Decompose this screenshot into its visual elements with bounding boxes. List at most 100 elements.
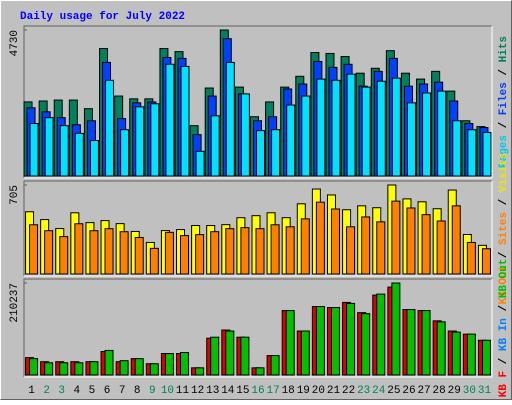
bar [240,93,250,177]
legend: KB F / KB In / KB Out [498,259,510,398]
bar [467,129,477,177]
legend-separator: / [498,192,510,212]
bar [300,330,310,376]
x-tick-label: 31 [478,385,492,397]
bar [301,95,311,177]
x-tick-label: 16 [251,385,264,397]
y-tick-label: 210237 [9,283,21,323]
x-tick-label: 19 [297,385,310,397]
bar [270,224,280,275]
plot-border [23,180,492,276]
bar [44,362,54,376]
legend-entry: Visits [498,153,510,193]
legend-entry: Hits [498,36,510,62]
x-tick-label: 20 [312,385,325,397]
bar [285,226,295,275]
bar [164,353,174,376]
bar [74,362,84,376]
x-tick-label: 5 [89,385,96,397]
x-tick-label: 18 [282,385,295,397]
bar [119,360,129,376]
legend-separator: / [498,245,510,265]
bar [406,207,416,275]
x-tick-label: 4 [74,385,81,397]
x-tick-label: 1 [28,385,35,397]
bar [180,65,190,177]
x-tick-label: 30 [463,385,476,397]
bar [255,228,265,275]
bar [376,221,386,275]
bar [466,333,476,376]
bar [89,361,99,376]
bar [89,230,99,275]
bar [104,228,114,275]
bar [376,293,386,376]
x-tick-label: 10 [161,385,174,397]
bar [149,363,159,376]
y-tick-label: 4730 [9,30,21,56]
x-tick-label: 13 [206,385,219,397]
bar [29,224,39,275]
bar [361,86,371,177]
legend-entry: KB Out [498,265,510,305]
bar [240,336,250,376]
legend-entry: KB F [498,371,510,397]
bar [119,231,129,275]
legend-separator: / [498,351,510,371]
bar [452,120,462,177]
bar [120,129,130,177]
x-tick-label: 27 [417,385,430,397]
bar [225,228,235,275]
bar [286,104,296,177]
bar [164,231,174,275]
bar [270,355,280,376]
bar [255,367,265,376]
bar [271,129,281,177]
x-tick-label: 23 [357,385,370,397]
x-tick-label: 24 [372,385,386,397]
legend-entry: KB In [498,318,510,351]
bar [44,230,54,275]
bar [482,131,492,177]
bar [376,80,386,177]
bar [74,132,84,177]
plot-border [24,26,493,179]
x-tick-label: 25 [387,385,400,397]
bar [300,218,310,275]
bar [44,117,54,177]
legend-separator: / [498,298,510,318]
bar [29,123,39,177]
legend-entry: Files [498,82,510,115]
bar [165,63,175,177]
bar [330,208,340,275]
legend-entry: Pages [498,135,510,168]
bar [406,309,416,376]
bar [105,79,115,177]
legend: Pages / Files / Hits [498,36,510,168]
bar [210,115,220,177]
chart-title: Daily usage for July 2022 [20,11,185,23]
bar [391,77,401,177]
legend-separator: / [498,62,510,82]
bar [451,205,461,275]
bar [225,61,235,177]
x-tick-label: 29 [448,385,461,397]
x-tick-label: 11 [176,385,190,397]
bar [346,73,356,177]
x-tick-label: 6 [104,385,111,397]
bar [89,140,99,177]
bar [361,216,371,275]
bar [59,236,69,275]
bar [436,321,446,376]
bar [315,306,325,376]
y-tick-label: 705 [9,185,21,205]
legend: KB Out / Sites / Visits [498,153,510,305]
bar [421,310,431,376]
bar [481,339,491,376]
x-tick-label: 28 [433,385,446,397]
x-tick-label: 26 [402,385,415,397]
bar [421,214,431,275]
bar [195,150,205,177]
x-tick-label: 8 [134,385,141,397]
bar [210,231,220,275]
